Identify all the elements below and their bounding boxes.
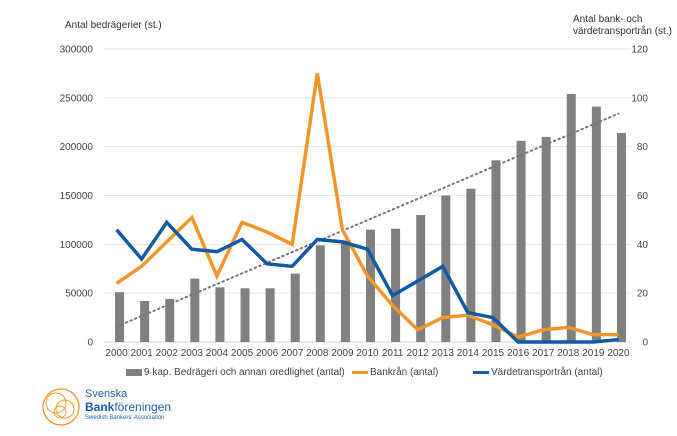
x-tick-label: 2010 xyxy=(356,348,379,359)
bar xyxy=(190,278,200,342)
x-tick-label: 2009 xyxy=(331,348,354,359)
bar xyxy=(265,288,275,342)
bar xyxy=(366,229,375,342)
y-left-tick-label: 200000 xyxy=(60,142,94,153)
legend-label: Värdetransportrån (antal) xyxy=(491,367,603,378)
legend-item-fraud: 9 kap. Bedrägeri och annan oredlighet (a… xyxy=(126,367,345,378)
trendline xyxy=(115,112,620,328)
x-tick-label: 2018 xyxy=(557,348,580,359)
x-tick-label: 2000 xyxy=(105,348,128,359)
x-tick-label: 2001 xyxy=(131,348,154,359)
x-tick-label: 2019 xyxy=(582,348,605,359)
x-tick-label: 2002 xyxy=(156,348,179,359)
bar xyxy=(466,188,476,342)
x-tick-label: 2017 xyxy=(532,348,555,359)
bar xyxy=(491,160,501,342)
x-tick-label: 2012 xyxy=(407,348,430,359)
bar xyxy=(516,140,526,342)
logo-line2: Bankföreningen xyxy=(85,400,171,414)
x-tick-label: 2013 xyxy=(432,348,455,359)
x-tick-label: 2007 xyxy=(281,348,304,359)
right-axis-title-line1: Antal bank- och xyxy=(573,14,643,25)
legend-label: 9 kap. Bedrägeri och annan oredlighet (a… xyxy=(144,367,345,378)
legend-item-vardetransport: Värdetransportrån (antal) xyxy=(473,367,603,378)
y-right-tick-label: 20 xyxy=(637,289,649,300)
legend-swatch-line xyxy=(352,371,368,374)
x-tick-label: 2008 xyxy=(306,348,329,359)
logo: Svenska Bankföreningen Swedish Bankers' … xyxy=(40,384,171,430)
y-right-tick-label: 0 xyxy=(642,338,648,349)
x-tick-label: 2006 xyxy=(256,348,279,359)
bar xyxy=(165,299,175,342)
y-right-tick-label: 100 xyxy=(631,93,648,104)
y-right-tick-label: 40 xyxy=(637,240,649,251)
bar xyxy=(566,93,576,342)
y-right-tick-label: 80 xyxy=(637,142,649,153)
x-tick-label: 2020 xyxy=(607,348,630,359)
legend-label: Bankrån (antal) xyxy=(370,367,439,378)
right-axis-title: Antal bank- och värdetransportrån (st.) xyxy=(573,14,672,38)
logo-line3: Swedish Bankers' Association xyxy=(85,415,165,421)
bar xyxy=(115,292,125,342)
legend-swatch-line xyxy=(473,371,489,374)
bar xyxy=(340,240,350,342)
bar xyxy=(541,136,551,342)
y-right-tick-label: 60 xyxy=(637,191,649,202)
bar xyxy=(290,273,300,342)
logo-line1: Svenska xyxy=(85,388,128,400)
x-tick-label: 2004 xyxy=(206,348,229,359)
bar xyxy=(315,245,325,342)
logo-bold: Bank xyxy=(85,400,115,414)
right-axis-title-line2: värdetransportrån (st.) xyxy=(573,26,672,37)
x-tick-label: 2015 xyxy=(482,348,505,359)
y-left-tick-label: 150000 xyxy=(60,191,94,202)
x-tick-label: 2005 xyxy=(231,348,254,359)
y-left-tick-label: 50000 xyxy=(65,289,93,300)
logo-emblem-icon xyxy=(42,388,80,426)
y-left-tick-label: 0 xyxy=(87,338,93,349)
x-tick-label: 2016 xyxy=(507,348,530,359)
y-right-tick-label: 120 xyxy=(631,45,648,56)
x-tick-label: 2014 xyxy=(457,348,480,359)
x-tick-label: 2011 xyxy=(382,348,404,359)
bar xyxy=(616,132,626,342)
y-left-tick-label: 100000 xyxy=(60,240,94,251)
x-tick-label: 2003 xyxy=(181,348,204,359)
bar xyxy=(140,300,150,342)
bar xyxy=(591,106,601,342)
legend-swatch-bar xyxy=(126,369,142,376)
bar xyxy=(391,228,401,342)
logo-rest: föreningen xyxy=(114,400,172,414)
y-left-tick-label: 300000 xyxy=(60,45,94,56)
bar xyxy=(215,287,225,342)
y-left-tick-label: 250000 xyxy=(60,93,94,104)
bar xyxy=(240,288,250,342)
left-axis-title: Antal bedrägerier (st.) xyxy=(65,20,162,31)
legend-item-bankran: Bankrån (antal) xyxy=(352,367,438,378)
